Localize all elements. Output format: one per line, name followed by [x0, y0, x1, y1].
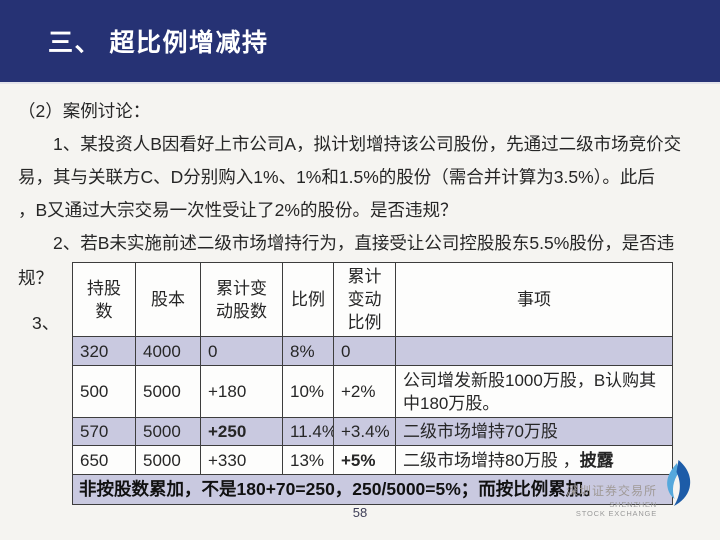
col-header-event: 事项 — [395, 262, 673, 337]
case-discussion-heading: （2）案例讨论： — [18, 101, 151, 121]
cell-shares: 650 — [72, 445, 136, 475]
slide-content: （2）案例讨论： 1、某投资人B因看好上市公司A，拟计划增持该公司股份，先通过二… — [0, 84, 720, 505]
slide-title: 三、 超比例增减持 — [48, 29, 269, 57]
cell-event: 二级市场增持80万股 ，披露 — [395, 445, 673, 475]
table-row: 320 4000 0 8% 0 — [72, 336, 673, 366]
cell-cum-ratio: +5% — [333, 445, 396, 475]
table-footnote: 非按股数累加，不是180+70=250，250/5000=5%；而按比例累加。 — [72, 474, 673, 505]
event-text: 二级市场增持80万股 ， — [403, 450, 580, 470]
szse-logo-text: 深圳证券交易所 SHENZHEN STOCK EXCHANGE — [566, 459, 657, 518]
col-header-capital: 股本 — [135, 262, 201, 337]
cell-shares: 320 — [72, 336, 136, 366]
cell-capital: 5000 — [135, 365, 201, 418]
slide-header: 三、 超比例增减持 — [0, 0, 720, 84]
cell-capital: 4000 — [135, 336, 201, 366]
szse-logo-icon — [662, 459, 694, 512]
col-header-cum-ratio-change: 累计变动比例 — [333, 262, 396, 337]
table-row: 650 5000 +330 13% +5% 二级市场增持80万股 ，披露 — [72, 445, 673, 475]
cell-shares: 570 — [72, 417, 136, 446]
table-header-row: 持股数 股本 累计变动股数 比例 累计变动比例 事项 — [72, 262, 673, 337]
cell-event: 公司增发新股1000万股，B认购其中180万股。 — [395, 365, 673, 418]
cell-cum-ratio: 0 — [333, 336, 396, 366]
case-2-text: 2、若B未实施前述二级市场增持行为，直接受让公司控股股东5.5%股份，是否违 — [18, 233, 675, 253]
szse-logo-chinese: 深圳证券交易所 — [565, 484, 657, 498]
cell-cum-ratio: +2% — [333, 365, 396, 418]
case-1-text: 1、某投资人B因看好上市公司A，拟计划增持该公司股份，先通过二级市场竞价交 易，… — [18, 134, 682, 220]
cell-ratio: 10% — [282, 365, 334, 418]
table-section: 规？ 3、 持股数 股本 累计变动股数 比例 累计变动比例 事项 — [18, 262, 702, 505]
table-footnote-row: 非按股数累加，不是180+70=250，250/5000=5%；而按比例累加。 — [72, 474, 673, 505]
page-number: 58 — [352, 505, 368, 520]
cell-cum-change: +250 — [200, 417, 283, 446]
table-row: 500 5000 +180 10% +2% 公司增发新股1000万股，B认购其中… — [72, 365, 673, 418]
szse-logo-en-line2: STOCK EXCHANGE — [575, 509, 657, 518]
cell-shares: 500 — [72, 365, 136, 418]
cell-cum-change: +180 — [200, 365, 283, 418]
cell-capital: 5000 — [135, 445, 201, 475]
szse-logo: 深圳证券交易所 SHENZHEN STOCK EXCHANGE — [566, 459, 694, 518]
col-header-shares-held: 持股数 — [72, 262, 136, 337]
col-header-cum-share-change: 累计变动股数 — [200, 262, 283, 337]
shareholding-table: 持股数 股本 累计变动股数 比例 累计变动比例 事项 320 4000 0 8% — [72, 262, 673, 505]
cell-event: 二级市场增持70万股 — [395, 417, 673, 446]
cell-event — [395, 336, 673, 366]
table-row: 570 5000 +250 11.4% +3.4% 二级市场增持70万股 — [72, 417, 673, 446]
cell-cum-ratio: +3.4% — [333, 417, 396, 446]
cell-ratio: 13% — [282, 445, 334, 475]
event-disclosure-bold: 披露 — [579, 450, 614, 470]
col-header-ratio: 比例 — [282, 262, 334, 337]
cell-ratio: 11.4% — [282, 417, 334, 446]
case-2-wrap-tail: 规？ — [18, 268, 53, 288]
cell-ratio: 8% — [282, 336, 334, 366]
szse-logo-en-line1: SHENZHEN — [609, 500, 657, 509]
szse-logo-english: SHENZHEN STOCK EXCHANGE — [566, 500, 657, 518]
cell-cum-change: +330 — [200, 445, 283, 475]
cell-cum-change: 0 — [200, 336, 283, 366]
cell-capital: 5000 — [135, 417, 201, 446]
text-gutter: 规？ 3、 — [18, 262, 72, 505]
case-3-label: 3、 — [32, 313, 60, 333]
